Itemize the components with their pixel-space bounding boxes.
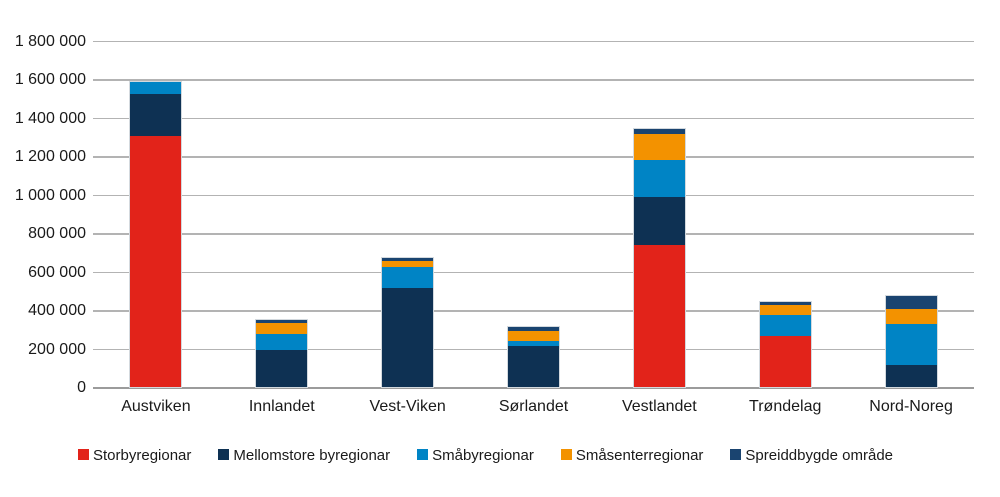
bar-segment-s-rlandet-mellomstore-byregionar <box>508 346 559 388</box>
bar-segment-nord-noreg-mellomstore-byregionar <box>885 364 937 388</box>
x-category-label-vestlandet: Vestlandet <box>621 398 697 415</box>
bar-segment-tr-ndelag-storbyregionar <box>759 336 811 388</box>
x-category-label-vest-viken: Vest-Viken <box>369 398 446 415</box>
y-tick-label: 1 600 000 <box>14 71 86 89</box>
legend-label: Småbyregionar <box>432 447 534 464</box>
y-tick-label: 1 400 000 <box>14 109 86 127</box>
bar-segment-nord-noreg-sm-senterregionar <box>885 309 937 324</box>
legend-item-sm-senterregionar: Småsenterregionar <box>560 447 704 464</box>
bar-segment-nord-noreg-spreiddbygde-omr-de <box>885 295 937 310</box>
y-tick-label: 1 800 000 <box>14 32 86 50</box>
legend-item-sm-byregionar: Småbyregionar <box>417 447 534 464</box>
y-tick-label: 200 000 <box>28 340 86 358</box>
bar-segment-austviken-sm-byregionar <box>130 81 182 95</box>
bar-segment-innlandet-mellomstore-byregionar <box>256 349 308 388</box>
y-tick-label: 0 <box>77 379 86 396</box>
bar-segment-vestlandet-sm-senterregionar <box>633 134 685 160</box>
legend-item-spreiddbygde-omr-de: Spreiddbygde område <box>730 447 893 464</box>
bar-segment-nord-noreg-sm-byregionar <box>885 323 937 365</box>
gridline <box>93 79 974 81</box>
legend-swatch-icon <box>560 449 572 460</box>
y-tick-label: 1 000 000 <box>14 186 86 204</box>
gridline <box>93 271 974 274</box>
x-category-label-s-rlandet: Sørlandet <box>498 398 569 415</box>
bar-segment-vestlandet-storbyregionar <box>633 244 685 388</box>
gridline <box>93 117 974 120</box>
bar-segment-vestlandet-mellomstore-byregionar <box>633 196 685 245</box>
legend-item-storbyregionar: Storbyregionar <box>78 447 191 464</box>
bar-segment-austviken-mellomstore-byregionar <box>130 94 182 136</box>
bar-segment-s-rlandet-sm-senterregionar <box>508 331 559 342</box>
x-axis-line <box>93 387 974 389</box>
gridline <box>93 310 974 312</box>
y-tick-label: 400 000 <box>28 302 86 320</box>
x-category-label-tr-ndelag: Trøndelag <box>749 398 822 415</box>
bar-segment-tr-ndelag-sm-byregionar <box>759 314 811 337</box>
bar-segment-vestlandet-sm-byregionar <box>633 160 685 197</box>
x-category-label-austviken: Austviken <box>121 398 191 415</box>
y-tick-label: 600 000 <box>28 263 86 281</box>
legend: Storbyregionar Mellomstore byregionar Småb… <box>78 447 893 464</box>
gridline <box>93 194 974 197</box>
bar-segment-s-rlandet-spreiddbygde-omr-de <box>508 327 559 332</box>
bar-segment-innlandet-sm-senterregionar <box>256 322 308 335</box>
y-tick-label: 800 000 <box>28 225 86 243</box>
bar-segment-vest-viken-sm-senterregionar <box>382 261 434 267</box>
legend-label: Spreiddbygde område <box>745 447 894 464</box>
bar-segment-vest-viken-spreiddbygde-omr-de <box>382 257 434 261</box>
legend-swatch-icon <box>218 449 230 460</box>
x-category-label-nord-noreg: Nord-Noreg <box>869 398 953 415</box>
x-category-label-innlandet: Innlandet <box>248 398 315 415</box>
legend-swatch-icon <box>417 449 429 460</box>
bar-segment-innlandet-sm-byregionar <box>256 334 308 350</box>
bar-segment-innlandet-spreiddbygde-omr-de <box>256 319 308 323</box>
bar-segment-vest-viken-sm-byregionar <box>382 266 434 288</box>
legend-label: Storbyregionar <box>93 447 192 464</box>
legend-swatch-icon <box>78 449 89 460</box>
bar-segment-austviken-storbyregionar <box>130 135 182 388</box>
gridline <box>93 233 974 235</box>
bar-segment-vest-viken-mellomstore-byregionar <box>382 287 434 388</box>
bar-segment-tr-ndelag-spreiddbygde-omr-de <box>759 301 811 305</box>
legend-swatch-icon <box>730 449 742 460</box>
bar-segment-tr-ndelag-sm-senterregionar <box>759 304 811 315</box>
y-tick-label: 1 200 000 <box>14 148 86 166</box>
gridline <box>93 156 974 158</box>
legend-item-mellomstore-byregionar: Mellomstore byregionar <box>218 447 390 464</box>
gridline <box>93 40 974 43</box>
legend-label: Småsenterregionar <box>575 447 704 464</box>
bar-segment-s-rlandet-sm-byregionar <box>508 341 559 347</box>
legend-label: Mellomstore byregionar <box>233 447 391 464</box>
bar-segment-vestlandet-spreiddbygde-omr-de <box>633 128 685 135</box>
